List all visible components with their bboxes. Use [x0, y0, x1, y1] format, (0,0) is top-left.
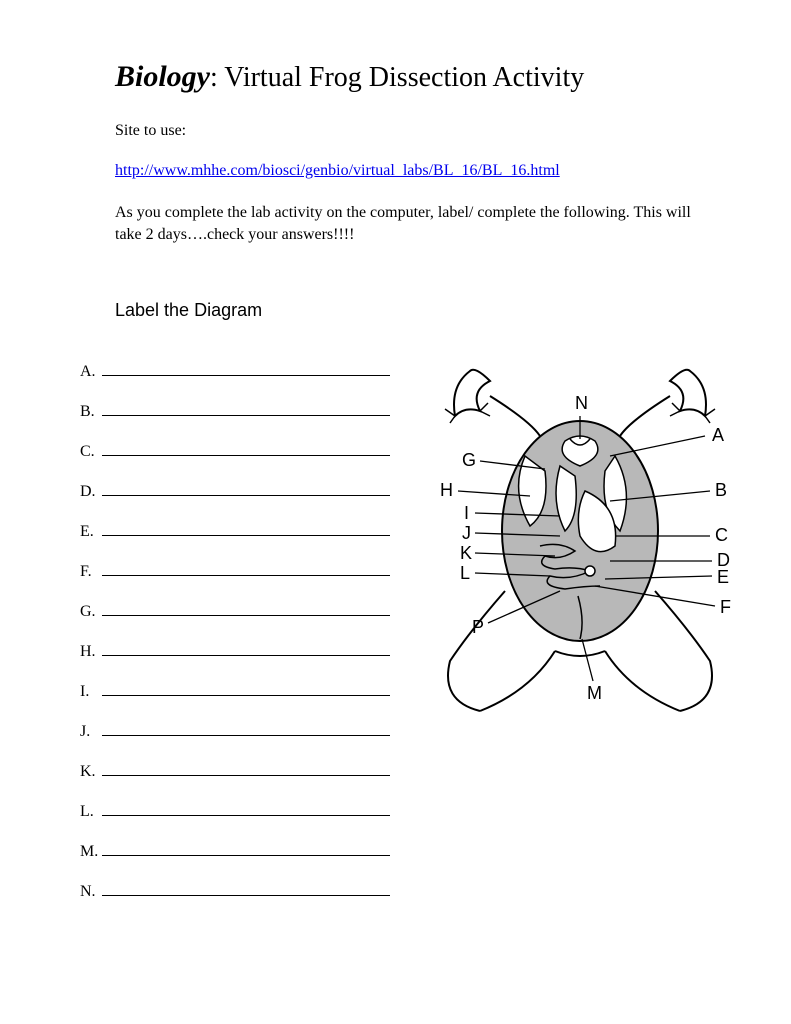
blank-C[interactable]: C. [80, 441, 390, 461]
blank-G[interactable]: G. [80, 601, 390, 621]
blank-I[interactable]: I. [80, 681, 390, 701]
blank-A[interactable]: A. [80, 361, 390, 381]
label-P: P [472, 617, 484, 637]
content-row: A. B. C. D. E. F. G. H. I. J. K. L. M. N… [115, 361, 711, 921]
frog-svg: N A G H B I J C K D L E F P M [410, 361, 750, 721]
blank-N[interactable]: N. [80, 881, 390, 901]
label-G: G [462, 450, 476, 470]
label-L: L [460, 563, 470, 583]
worksheet-page: Biology: Virtual Frog Dissection Activit… [0, 0, 791, 981]
label-F: F [720, 597, 731, 617]
label-J: J [462, 523, 471, 543]
label-H: H [440, 480, 453, 500]
page-title: Biology: Virtual Frog Dissection Activit… [115, 60, 711, 94]
blank-M[interactable]: M. [80, 841, 390, 861]
blank-K[interactable]: K. [80, 761, 390, 781]
label-C: C [715, 525, 728, 545]
blank-F[interactable]: F. [80, 561, 390, 581]
label-N: N [575, 393, 588, 413]
label-B: B [715, 480, 727, 500]
blank-J[interactable]: J. [80, 721, 390, 741]
label-M: M [587, 683, 602, 703]
blank-H[interactable]: H. [80, 641, 390, 661]
site-label: Site to use: [115, 122, 711, 140]
answer-blanks: A. B. C. D. E. F. G. H. I. J. K. L. M. N… [80, 361, 390, 921]
blank-D[interactable]: D. [80, 481, 390, 501]
instructions-text: As you complete the lab activity on the … [115, 202, 711, 245]
blank-L[interactable]: L. [80, 801, 390, 821]
blank-E[interactable]: E. [80, 521, 390, 541]
label-K: K [460, 543, 472, 563]
section-header: Label the Diagram [115, 300, 711, 321]
lab-link[interactable]: http://www.mhhe.com/biosci/genbio/virtua… [115, 162, 560, 180]
blank-B[interactable]: B. [80, 401, 390, 421]
label-A: A [712, 425, 724, 445]
label-I: I [464, 503, 469, 523]
title-prefix: Biology [115, 60, 210, 93]
frog-diagram: N A G H B I J C K D L E F P M [410, 361, 750, 726]
label-E: E [717, 567, 729, 587]
title-rest: : Virtual Frog Dissection Activity [210, 62, 584, 93]
